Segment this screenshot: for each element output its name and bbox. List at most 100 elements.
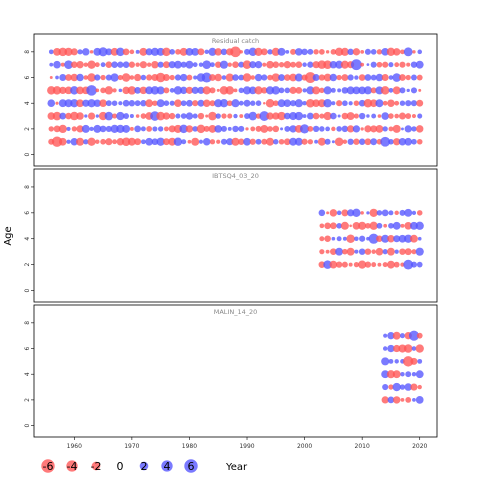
residual-point: [175, 49, 181, 55]
residual-point: [417, 113, 423, 119]
residual-point: [381, 48, 390, 56]
residual-point: [342, 236, 347, 241]
residual-point: [352, 48, 361, 56]
residual-point: [400, 223, 405, 228]
residual-point: [330, 49, 337, 55]
residual-point: [346, 86, 355, 95]
residual-point: [53, 47, 61, 56]
residual-point: [358, 248, 366, 255]
residual-point: [242, 73, 252, 82]
residual-point: [323, 111, 332, 121]
x-tick-label: 2000: [297, 443, 312, 450]
residual-point: [318, 209, 326, 217]
residual-point: [388, 138, 394, 145]
residual-point: [411, 249, 417, 255]
residual-point: [64, 60, 73, 70]
residual-point: [76, 60, 84, 69]
residual-point: [197, 48, 205, 56]
residual-point: [129, 126, 134, 131]
residual-point: [146, 125, 153, 132]
residual-point: [139, 86, 148, 95]
residual-point: [110, 73, 119, 82]
residual-point: [317, 137, 326, 146]
residual-point: [219, 99, 229, 108]
residual-point: [180, 100, 187, 107]
residual-point: [329, 260, 338, 269]
residual-point: [346, 112, 355, 121]
residual-point: [58, 124, 67, 134]
residual-point: [319, 126, 325, 132]
residual-point: [352, 86, 361, 95]
residual-point: [135, 49, 140, 54]
residual-point: [410, 261, 418, 268]
residual-point: [392, 48, 401, 56]
legend: -6 -4 -2 0 2 4 6: [41, 459, 198, 473]
residual-point: [302, 88, 307, 93]
residual-point: [381, 396, 389, 404]
residual-point: [283, 112, 291, 120]
residual-point: [386, 247, 395, 256]
residual-point: [163, 126, 169, 132]
residual-point: [370, 74, 377, 81]
residual-point: [267, 74, 273, 81]
residual-point: [381, 74, 389, 82]
residual-point: [82, 48, 90, 56]
residual-point: [64, 99, 73, 108]
residual-point: [95, 88, 100, 93]
residual-point: [392, 382, 401, 392]
residual-point: [201, 72, 212, 83]
residual-point: [139, 47, 148, 56]
panel-title: MALIN_14_20: [214, 308, 258, 316]
residual-point: [117, 61, 124, 68]
residual-point: [156, 111, 165, 121]
residual-point: [169, 88, 175, 93]
residual-point: [331, 236, 336, 241]
residual-point: [388, 222, 394, 229]
residual-point: [210, 62, 215, 68]
residual-point: [289, 86, 297, 94]
residual-point: [112, 113, 118, 119]
residual-point: [415, 60, 424, 69]
residual-point: [347, 125, 355, 133]
residual-point: [341, 112, 349, 120]
residual-point: [415, 370, 424, 379]
residual-point: [272, 61, 280, 68]
residual-point: [405, 100, 412, 107]
residual-point: [387, 99, 395, 107]
residual-point: [127, 137, 136, 146]
residual-point: [145, 86, 154, 95]
residual-point: [337, 88, 342, 93]
residual-point: [66, 139, 71, 144]
y-tick-label: 6: [24, 75, 31, 79]
residual-point: [370, 138, 378, 146]
residual-point: [173, 137, 183, 146]
residual-point: [412, 397, 416, 402]
residual-point: [173, 124, 183, 133]
residual-point: [331, 140, 335, 144]
residual-point: [318, 48, 325, 55]
residual-point: [360, 127, 364, 131]
residual-point: [71, 126, 77, 132]
residual-point: [76, 112, 84, 120]
residual-point: [238, 61, 245, 68]
residual-point: [135, 62, 140, 67]
residual-point: [214, 48, 222, 56]
residual-point: [219, 60, 229, 69]
residual-point: [289, 137, 298, 146]
residual-point: [284, 87, 291, 94]
residual-point: [392, 221, 401, 230]
residual-point: [405, 74, 411, 81]
residual-point: [387, 235, 395, 243]
panel-1: IBTSQ4_03_20 0 2 4 6 8: [24, 168, 438, 303]
residual-point: [146, 74, 153, 81]
residual-point: [399, 248, 406, 255]
residual-point: [204, 49, 209, 55]
residual-point: [99, 125, 107, 133]
residual-point: [376, 49, 383, 55]
residual-point: [392, 73, 401, 82]
residual-point: [302, 114, 307, 119]
residual-point: [399, 209, 406, 216]
residual-point: [358, 221, 367, 230]
residual-point: [70, 48, 78, 56]
residual-point: [105, 138, 113, 146]
